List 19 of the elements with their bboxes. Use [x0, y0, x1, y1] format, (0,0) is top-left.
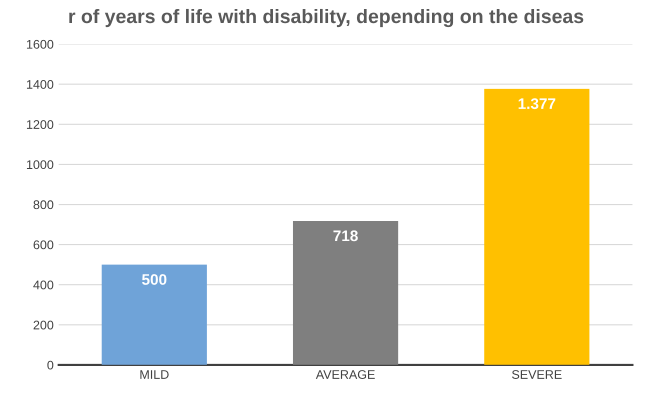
y-tick-label: 400: [33, 280, 54, 290]
y-tick-label: 200: [34, 320, 54, 330]
bar: [102, 264, 207, 365]
data-label: 1.377: [518, 98, 556, 110]
x-tick-label: AVERAGE: [316, 370, 375, 379]
data-label: 718: [333, 230, 358, 242]
y-tick-label: 1000: [26, 160, 54, 170]
x-tick-label: MILD: [140, 370, 169, 379]
y-tick-label: 1400: [26, 80, 54, 89]
y-tick-label: 0: [47, 360, 54, 370]
data-label: 500: [142, 274, 166, 285]
y-tick-label: 1600: [26, 40, 54, 49]
y-tick-label: 800: [34, 200, 54, 210]
y-tick-label: 600: [34, 240, 54, 250]
chart-title: r of years of life with disability, depending on the diseas: [69, 8, 584, 28]
y-tick-label: 1200: [26, 120, 54, 129]
x-tick-label: SEVERE: [512, 370, 562, 379]
bar: [484, 88, 590, 365]
bar: [292, 220, 398, 365]
